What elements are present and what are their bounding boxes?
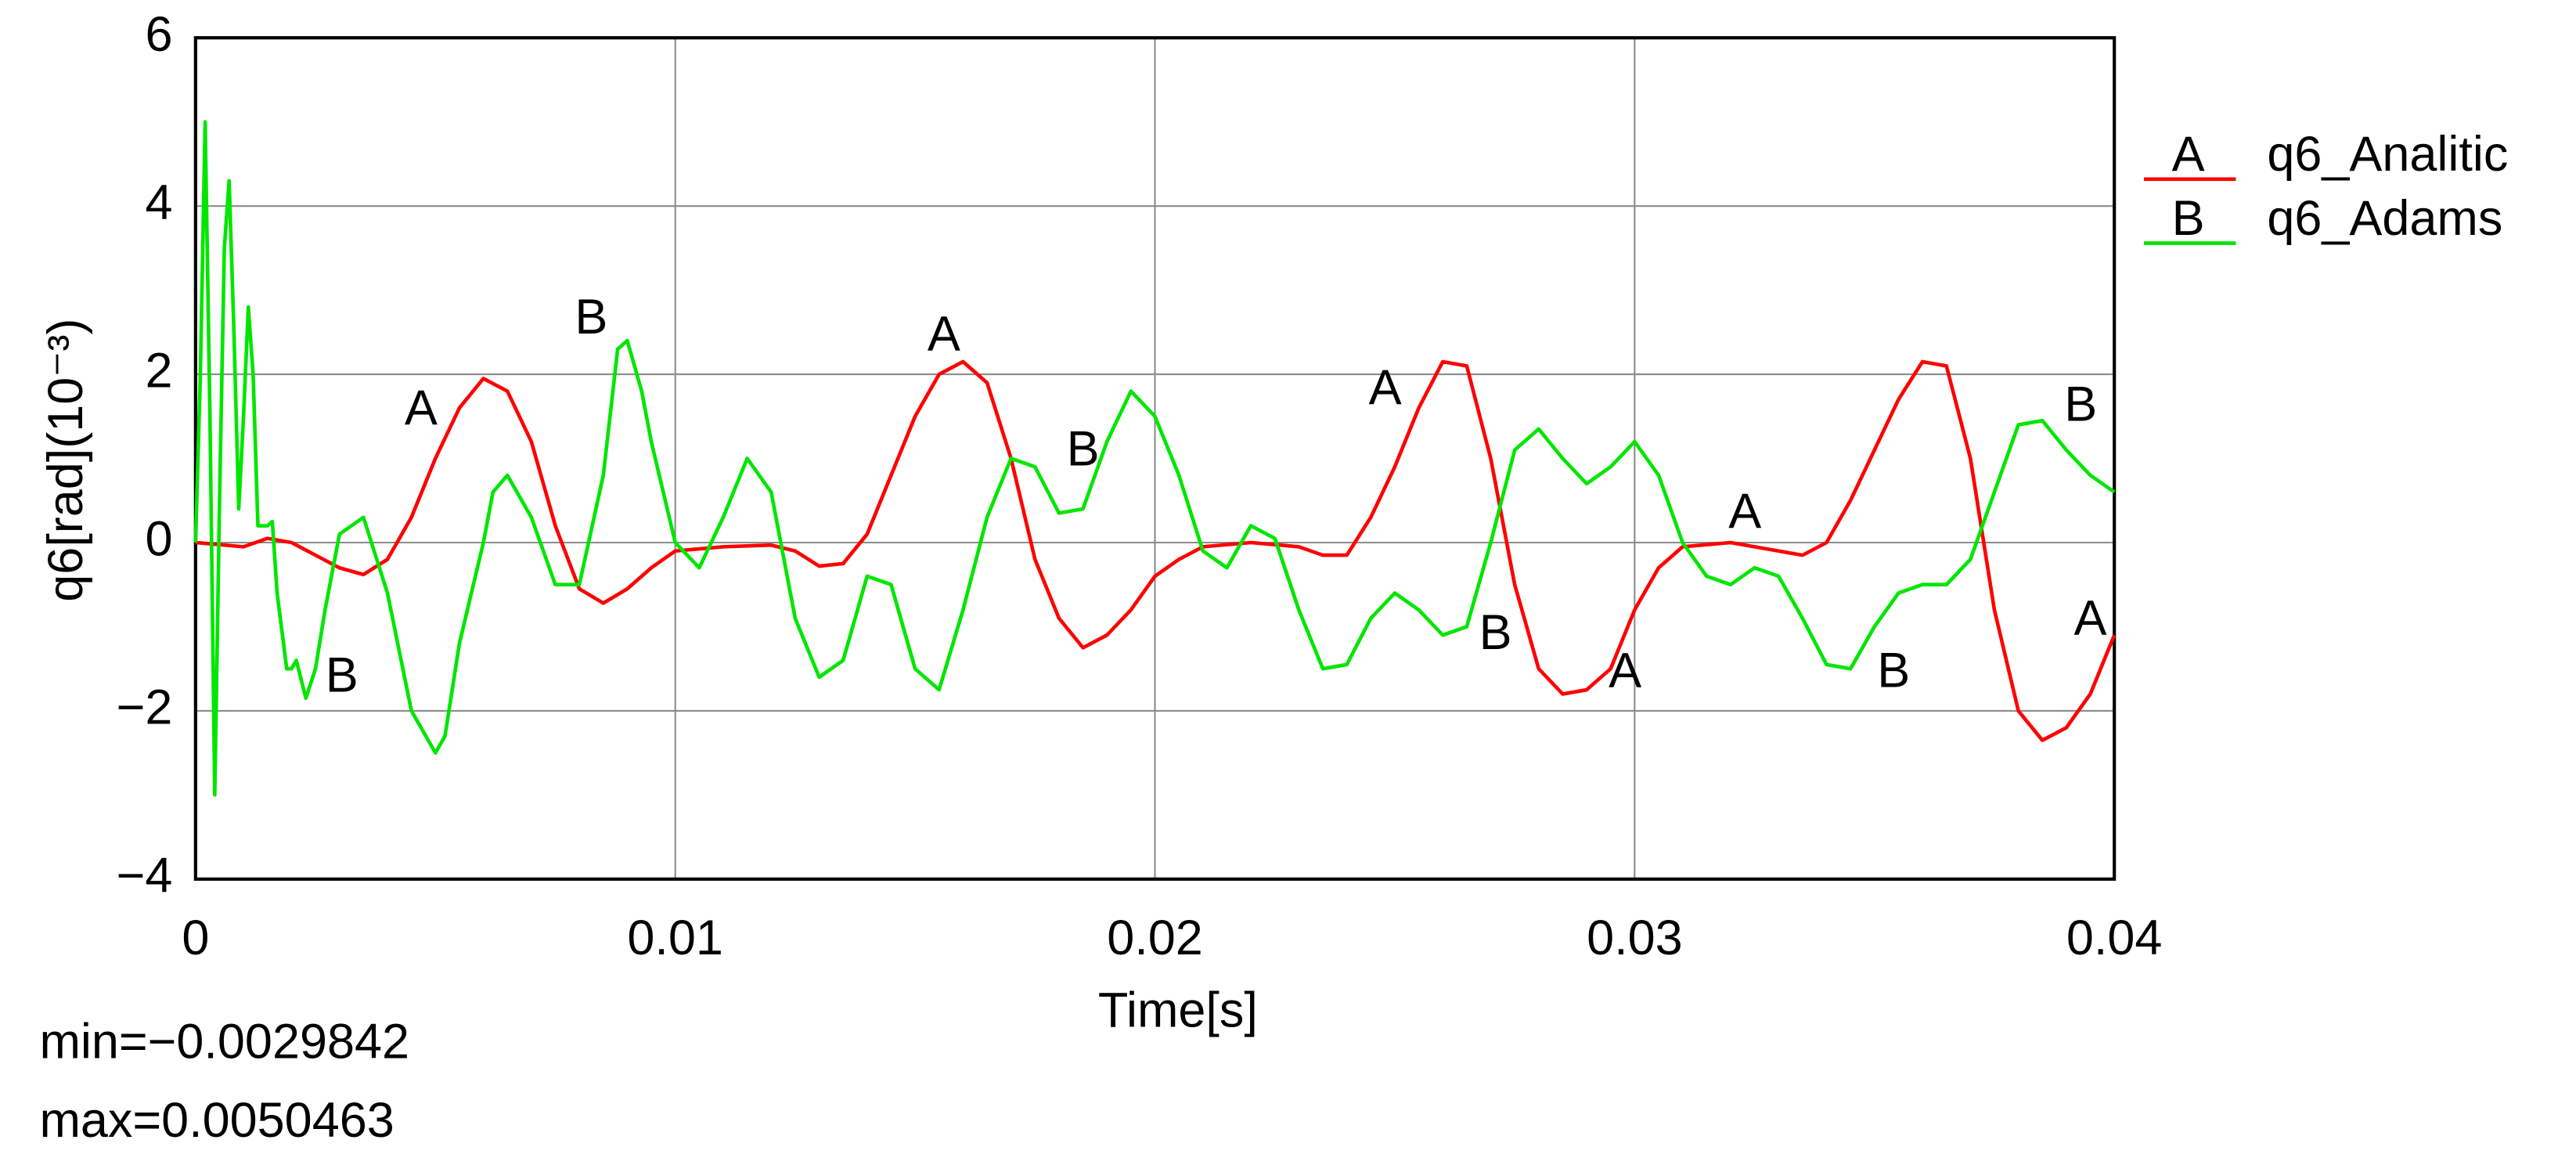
curve-annotation: A xyxy=(1369,360,1402,415)
y-tick-label: 2 xyxy=(145,344,172,399)
legend-label: q6_Analitic xyxy=(2267,127,2508,182)
x-tick-label: 0.03 xyxy=(1587,911,1683,965)
x-tick-label: 0 xyxy=(182,911,209,965)
curve-annotation: B xyxy=(1877,643,1910,698)
x-axis-label: Time[s] xyxy=(1098,983,1258,1038)
curve-annotation: A xyxy=(1609,643,1641,698)
max-stat: max=0.0050463 xyxy=(39,1093,394,1148)
curve-annotation: A xyxy=(2074,591,2107,646)
y-tick-label: 0 xyxy=(145,512,172,567)
y-tick-label: 4 xyxy=(145,175,172,230)
y-tick-label: 6 xyxy=(145,7,172,62)
curve-annotation: A xyxy=(928,306,960,361)
curve-annotation: B xyxy=(1479,605,1512,660)
curve-annotation: B xyxy=(2064,377,2097,432)
curve-annotation: B xyxy=(326,648,358,703)
y-tick-label: −2 xyxy=(117,680,173,735)
curve-annotation: A xyxy=(1728,484,1761,539)
curve-annotation: B xyxy=(1067,422,1100,477)
x-tick-label: 0.04 xyxy=(2066,911,2163,965)
plot-frame xyxy=(193,36,2117,881)
curve-annotation: A xyxy=(405,381,438,435)
x-tick-label: 0.01 xyxy=(627,911,723,965)
series-line xyxy=(193,120,2116,797)
min-stat: min=−0.0029842 xyxy=(39,1014,409,1069)
series-line xyxy=(195,359,2117,742)
x-tick-label: 0.02 xyxy=(1107,911,1203,965)
legend-marker-label: A xyxy=(2172,127,2205,182)
y-axis-label: q6[rad](10⁻³) xyxy=(38,319,93,602)
legend-label: q6_Adams xyxy=(2267,191,2502,246)
legend-marker-label: B xyxy=(2172,191,2205,246)
curve-annotation: B xyxy=(575,290,607,344)
y-tick-label: −4 xyxy=(117,848,173,903)
